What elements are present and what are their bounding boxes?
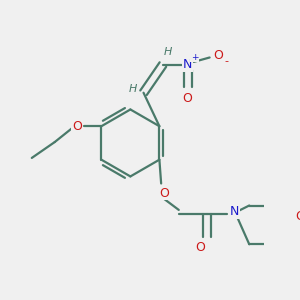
Text: H: H — [164, 47, 172, 57]
Text: N: N — [230, 205, 239, 218]
Text: O: O — [183, 92, 193, 104]
Text: O: O — [195, 241, 205, 254]
Text: O: O — [214, 49, 224, 62]
Text: O: O — [296, 210, 300, 223]
Text: N: N — [183, 58, 192, 71]
Text: +: + — [191, 53, 198, 62]
Text: H: H — [129, 84, 137, 94]
Text: -: - — [224, 56, 228, 66]
Text: O: O — [72, 120, 82, 133]
Text: O: O — [159, 187, 169, 200]
